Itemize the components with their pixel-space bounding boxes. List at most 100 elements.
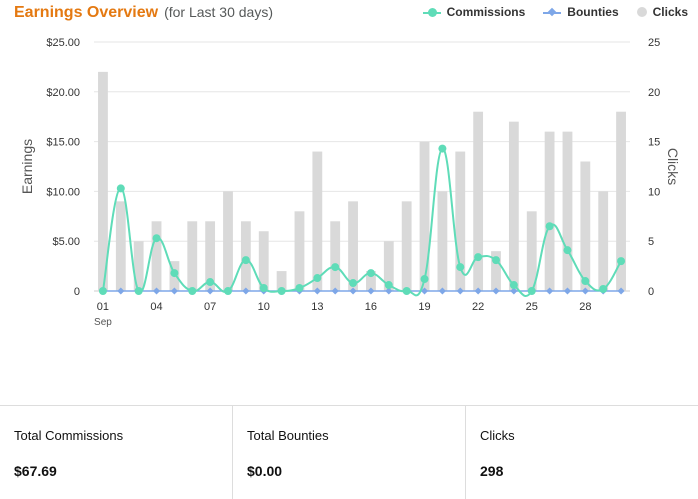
y-right-tick-label: 10 xyxy=(648,186,660,198)
earnings-chart: 0 $5.00 $10.00 $15.00 $20.00 $25.00 0 5 10 15 20 25… xyxy=(19,37,681,328)
summary-label: Total Bounties xyxy=(247,428,329,443)
x-tick-sublabel: Sep xyxy=(94,317,112,328)
commissions-point xyxy=(509,281,518,290)
clicks-bar xyxy=(491,251,501,291)
bounties-point xyxy=(438,287,446,295)
commissions-point xyxy=(170,269,179,278)
summary-panel: Total Commissions $67.69 Total Bounties … xyxy=(0,405,698,499)
clicks-bar xyxy=(330,221,341,291)
bounties-point xyxy=(117,287,125,295)
commissions-point xyxy=(492,256,500,265)
y-left-tick-label: $15.00 xyxy=(46,137,80,149)
bounties-point xyxy=(331,287,339,295)
commissions-point xyxy=(259,284,268,293)
y-right-tick-label: 20 xyxy=(648,87,660,99)
x-tick-label: 19 xyxy=(418,301,430,313)
commissions-point xyxy=(188,287,197,295)
x-tick-label: 07 xyxy=(204,301,216,313)
bounties-point xyxy=(563,287,572,295)
commissions-point xyxy=(617,257,626,266)
bounties-point xyxy=(367,287,375,295)
commissions-point xyxy=(98,287,107,295)
commissions-point xyxy=(134,287,143,295)
bounties-point xyxy=(617,287,625,295)
y-left-tick-label: $10.00 xyxy=(46,186,80,198)
clicks-bar xyxy=(276,271,287,291)
bounties-point xyxy=(581,287,589,295)
chart-legend: Commissions Bounties Clicks xyxy=(422,5,688,19)
commissions-point xyxy=(116,184,125,193)
clicks-bar xyxy=(294,211,305,291)
legend-label: Clicks xyxy=(652,5,688,19)
summary-value: 298 xyxy=(480,463,504,479)
bounties-point xyxy=(510,287,518,295)
commissions-point xyxy=(295,284,304,293)
clicks-bar xyxy=(473,111,484,291)
summary-clicks: Clicks 298 xyxy=(466,406,698,499)
clicks-bar xyxy=(616,111,626,291)
y-left-axis-title: Earnings xyxy=(19,139,35,194)
clicks-bar xyxy=(526,211,537,291)
commissions-point xyxy=(527,287,536,295)
bounties-point xyxy=(313,287,321,295)
clicks-bar xyxy=(98,71,108,291)
x-tick-label: 22 xyxy=(472,301,484,313)
commissions-point xyxy=(581,277,590,286)
clicks-bar xyxy=(205,221,216,291)
commissions-point xyxy=(349,279,358,288)
bounties-point xyxy=(474,287,482,295)
legend-item-bounties[interactable]: Bounties xyxy=(543,5,619,19)
y-right-tick-label: 25 xyxy=(648,37,660,49)
commissions-point xyxy=(366,269,375,278)
commissions-point xyxy=(599,285,608,294)
clicks-bar xyxy=(115,201,126,291)
commissions-point xyxy=(313,274,322,283)
clicks-bar xyxy=(133,241,144,291)
clicks-bar xyxy=(562,131,573,291)
commissions-point xyxy=(277,287,286,295)
clicks-legend-icon xyxy=(636,7,647,17)
commissions-point xyxy=(456,263,465,272)
commissions-point xyxy=(474,253,483,262)
clicks-bar xyxy=(348,201,358,291)
bounties-point xyxy=(170,287,178,295)
bounties-point xyxy=(492,287,500,295)
summary-total-commissions: Total Commissions $67.69 xyxy=(0,406,233,499)
clicks-bar xyxy=(223,191,233,291)
commissions-point xyxy=(224,287,232,295)
commissions-point xyxy=(152,234,161,243)
clicks-bar xyxy=(151,221,162,291)
commissions-point xyxy=(402,287,411,295)
legend-label: Commissions xyxy=(446,5,526,19)
commissions-point xyxy=(563,246,572,255)
clicks-bar xyxy=(598,191,609,291)
y-left-tick-label: $25.00 xyxy=(46,37,80,49)
summary-total-bounties: Total Bounties $0.00 xyxy=(233,406,466,499)
clicks-bar xyxy=(401,201,412,291)
commissions-legend-icon xyxy=(422,7,441,17)
x-tick-label: 13 xyxy=(311,301,323,313)
y-right-tick-label: 0 xyxy=(648,286,654,298)
clicks-bar xyxy=(544,131,555,291)
commissions-point xyxy=(420,275,429,284)
bounties-point xyxy=(242,287,250,295)
bounties-point xyxy=(385,287,393,295)
y-right-tick-label: 5 xyxy=(648,236,654,248)
bounties-point xyxy=(206,287,214,295)
clicks-bar xyxy=(580,161,591,291)
legend-item-clicks[interactable]: Clicks xyxy=(636,5,688,19)
clicks-bar xyxy=(437,191,448,291)
x-tick-label: 25 xyxy=(526,301,538,313)
bounties-point xyxy=(152,287,161,295)
clicks-bar xyxy=(419,141,430,291)
clicks-bar xyxy=(258,231,269,291)
clicks-bar xyxy=(187,221,198,291)
commissions-point xyxy=(545,222,554,231)
y-left-tick-label: $20.00 xyxy=(46,87,80,99)
commissions-point xyxy=(206,278,215,287)
legend-item-commissions[interactable]: Commissions xyxy=(422,5,526,19)
bounties-point xyxy=(546,287,554,295)
bounties-point xyxy=(420,287,429,295)
summary-label: Total Commissions xyxy=(14,428,124,443)
clicks-bar xyxy=(508,121,519,292)
